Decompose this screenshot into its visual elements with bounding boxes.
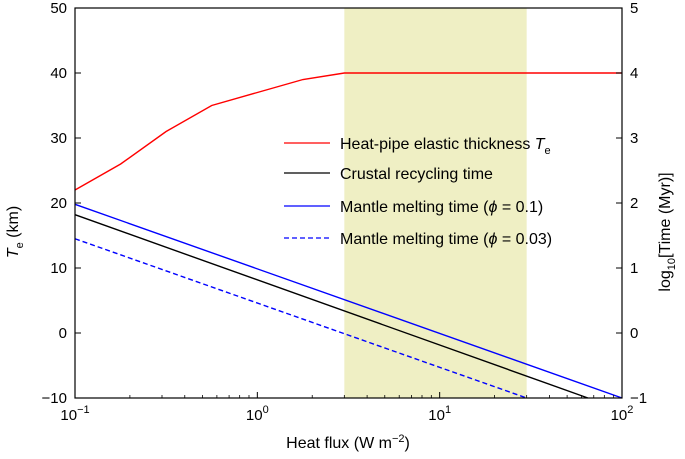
y-axis-right-label: log10[Time (Myr)] — [657, 172, 678, 291]
y-left-tick-label: 40 — [50, 65, 67, 82]
legend: Heat-pipe elastic thickness Te Crustal r… — [284, 136, 552, 248]
y-right-tick-label: 5 — [630, 0, 638, 17]
plot-frame — [74, 7, 623, 399]
series-line-2 — [74, 203, 623, 399]
y-right-tick-label: 2 — [630, 195, 638, 212]
legend-label-heat-pipe: Heat-pipe elastic thickness Te — [340, 136, 551, 157]
x-tick-label: 101 — [428, 404, 451, 424]
y-right-tick-label: 1 — [630, 260, 638, 277]
x-tick-label: 100 — [246, 404, 269, 424]
y-right-tick-label: 3 — [630, 130, 638, 147]
legend-label-mantle-melting-0.03: Mantle melting time (ϕ = 0.03) — [340, 231, 552, 248]
y-left-tick-label: 10 — [50, 260, 67, 277]
x-tick-label: 102 — [611, 404, 634, 424]
legend-label-mantle-melting-0.1: Mantle melting time (ϕ = 0.1) — [340, 199, 543, 216]
legend-label-crustal-recycling: Crustal recycling time — [340, 166, 493, 183]
y-left-tick-label: 50 — [50, 0, 67, 17]
y-left-tick-label: 30 — [50, 130, 67, 147]
series-line-0 — [74, 72, 622, 191]
x-axis-label: Heat flux (W m−2) — [286, 433, 410, 452]
series-layer — [74, 72, 623, 399]
x-tick-label: 10−1 — [60, 404, 89, 424]
y-axis-left-label: Te (km) — [5, 206, 26, 258]
y-left-tick-label: 0 — [59, 325, 67, 342]
y-right-tick-label: 4 — [630, 65, 638, 82]
y-left-tick-label: 20 — [50, 195, 67, 212]
y-left-tick-label: −10 — [42, 390, 67, 407]
y-right-tick-label: 0 — [630, 325, 638, 342]
y-right-tick-label: −1 — [630, 390, 647, 407]
series-line-1 — [74, 214, 589, 399]
